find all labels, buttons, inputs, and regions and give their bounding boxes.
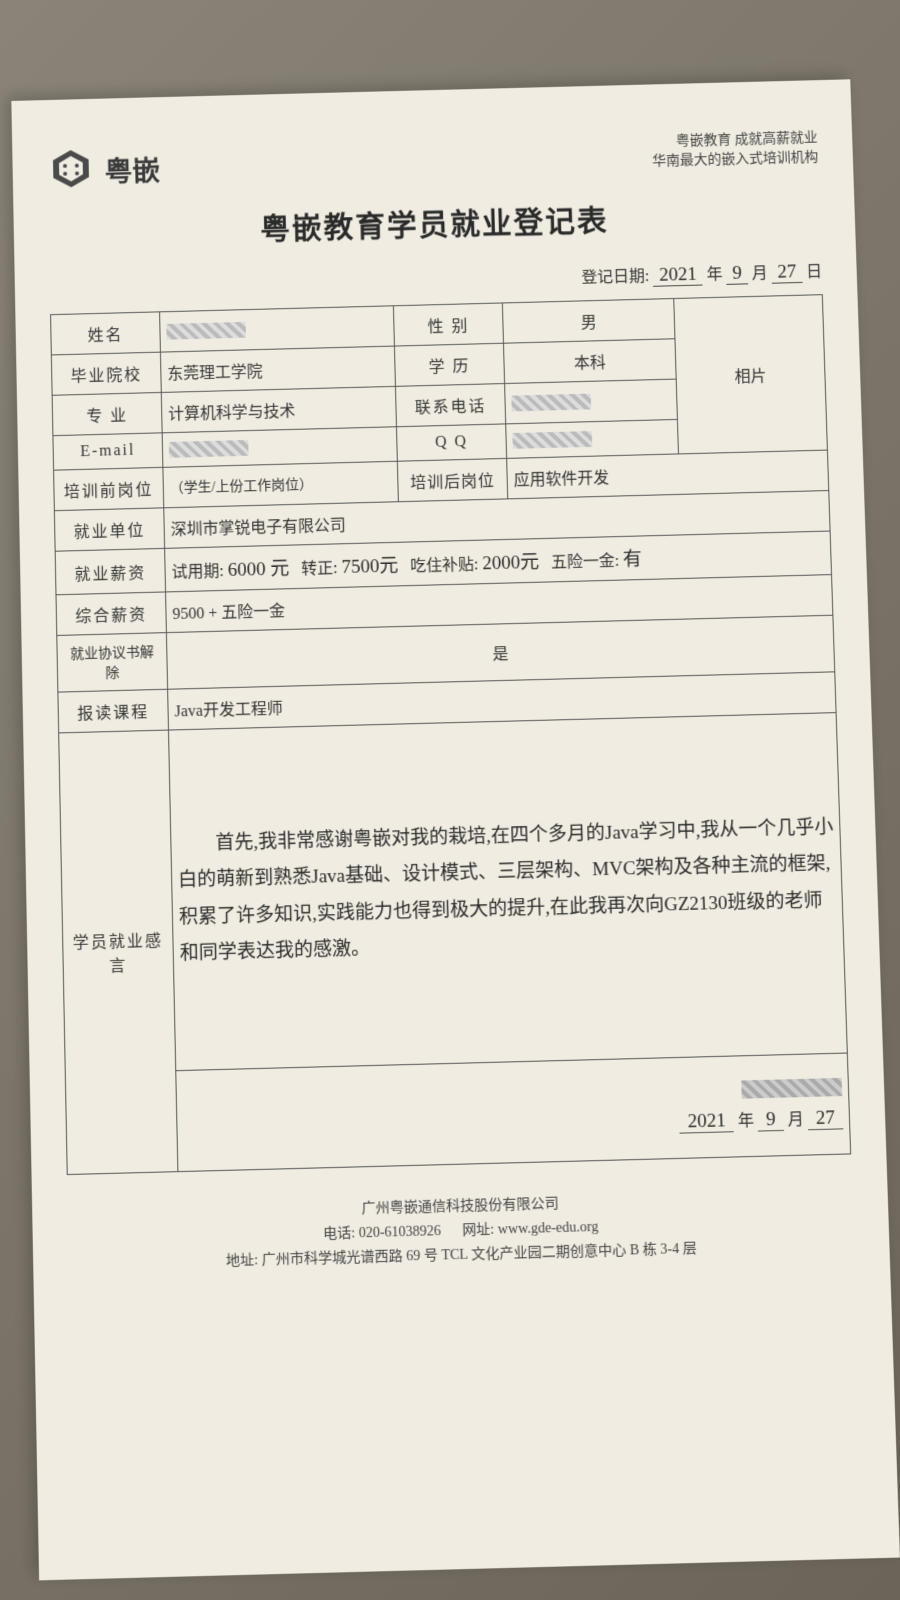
redacted-email <box>169 440 249 458</box>
label-allowance: 吃住补贴: <box>410 557 479 576</box>
label-course: 报读课程 <box>58 689 169 733</box>
photo-cell: 相片 <box>674 295 828 454</box>
value-testimonial: 首先,我非常感谢粤嵌对我的栽培,在四个多月的Java学习中,我从一个几乎小白的萌… <box>177 810 838 972</box>
brand-name: 粤嵌 <box>104 150 160 190</box>
footer-tel-label: 电话: <box>323 1226 359 1242</box>
reg-date-label: 登记日期: <box>581 268 649 286</box>
value-gender: 男 <box>502 299 674 344</box>
label-testimonial: 学员就业感言 <box>59 730 178 1174</box>
label-insurance: 五险一金: <box>551 553 620 572</box>
reg-year-unit: 年 <box>706 266 722 283</box>
label-pos-after: 培训后岗位 <box>397 458 507 501</box>
value-insurance: 有 <box>623 549 643 570</box>
label-name: 姓名 <box>51 312 161 355</box>
label-salary: 就业薪资 <box>55 548 165 594</box>
label-email: E-mail <box>53 433 163 470</box>
redacted-qq <box>513 431 593 449</box>
label-major: 专 业 <box>52 392 162 435</box>
reg-year: 2021 <box>653 264 703 287</box>
form-title: 粤嵌教育学员就业登记表 <box>48 190 821 253</box>
registration-form-table: 姓名 性 别 男 相片 毕业院校 东莞理工学院 学 历 本科 专 业 计算机科学… <box>50 294 851 1175</box>
paper-sheet: 粤嵌 粤嵌教育 成就高薪就业 华南最大的嵌入式培训机构 粤嵌教育学员就业登记表 … <box>11 79 900 1580</box>
value-allowance: 2000元 <box>482 552 539 574</box>
redacted-name <box>166 322 246 340</box>
label-trial: 试用期: <box>171 563 224 581</box>
sig-month-unit: 月 <box>787 1111 804 1129</box>
value-trial: 6000 元 <box>228 559 290 581</box>
footer-web-label: 网址: <box>462 1222 498 1238</box>
reg-day-unit: 日 <box>806 264 822 281</box>
redacted-phone <box>511 394 591 412</box>
footer: 广州粤嵌通信科技股份有限公司 电话: 020-61038926 网址: www.… <box>67 1185 854 1278</box>
redacted-signature <box>741 1078 842 1099</box>
sig-year: 2021 <box>679 1110 734 1134</box>
label-edu: 学 历 <box>395 343 505 386</box>
value-phone <box>505 379 678 424</box>
reg-day: 27 <box>771 261 802 283</box>
value-edu: 本科 <box>504 339 677 384</box>
label-qq: Q Q <box>397 424 507 461</box>
registration-date: 登记日期: 2021 年 9 月 27 日 <box>49 258 822 303</box>
signature-area: 2021 年 9 月 27 <box>176 1053 851 1172</box>
value-major: 计算机科学与技术 <box>161 386 396 432</box>
testimonial-cell: 首先,我非常感谢粤嵌对我的栽培,在四个多月的Java学习中,我从一个几乎小白的萌… <box>168 713 847 1071</box>
value-regular: 7500元 <box>341 556 398 578</box>
value-school: 东莞理工学院 <box>160 346 395 392</box>
label-agreement: 就业协议书解除 <box>57 633 168 692</box>
header-bar: 粤嵌 粤嵌教育 成就高薪就业 华南最大的嵌入式培训机构 <box>47 129 819 196</box>
logo-area: 粤嵌 <box>47 146 161 196</box>
footer-tel: 020-61038926 <box>359 1224 442 1241</box>
footer-addr-label: 地址: <box>226 1253 262 1269</box>
value-qq <box>506 419 679 458</box>
sig-month: 9 <box>758 1109 784 1132</box>
label-gender: 性 别 <box>394 303 504 346</box>
label-total-salary: 综合薪资 <box>56 592 166 636</box>
value-name <box>160 306 395 352</box>
sig-year-unit: 年 <box>738 1113 755 1131</box>
footer-web: www.gde-edu.org <box>498 1220 599 1238</box>
tagline-line2: 华南最大的嵌入式培训机构 <box>652 148 819 171</box>
brand-logo-icon <box>47 148 95 196</box>
label-employer: 就业单位 <box>54 508 164 551</box>
label-pos-before: 培训前岗位 <box>54 467 164 510</box>
reg-month: 9 <box>726 263 748 285</box>
label-phone: 联系电话 <box>396 384 506 427</box>
reg-month-unit: 月 <box>751 265 767 282</box>
label-school: 毕业院校 <box>51 352 161 395</box>
sig-day: 27 <box>807 1107 843 1130</box>
label-regular: 转正: <box>301 560 338 578</box>
value-pos-before-hint: （学生/上份工作岗位） <box>163 461 399 508</box>
tagline: 粤嵌教育 成就高薪就业 华南最大的嵌入式培训机构 <box>651 129 818 172</box>
